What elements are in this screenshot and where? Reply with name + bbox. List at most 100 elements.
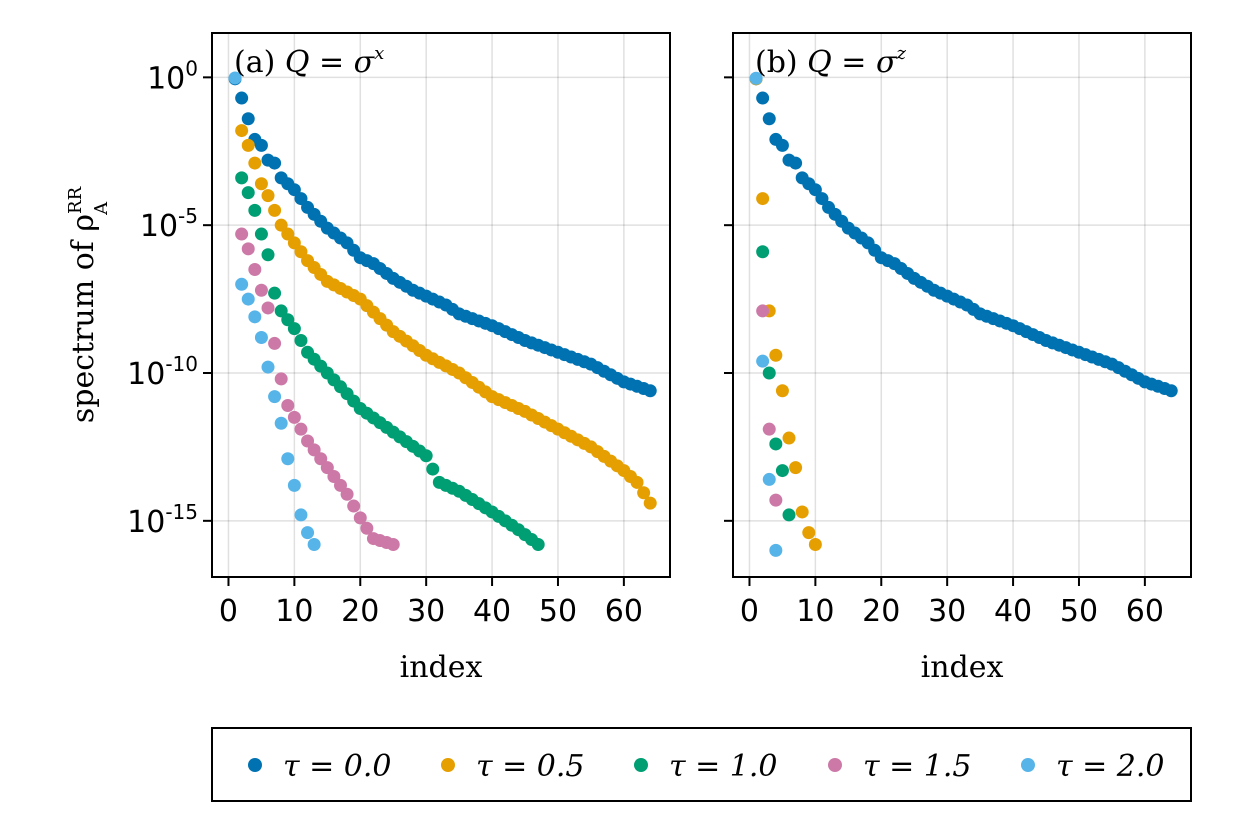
data-point xyxy=(756,304,770,318)
data-point xyxy=(274,416,288,430)
data-point xyxy=(775,138,789,152)
data-point xyxy=(281,227,295,241)
data-point xyxy=(769,348,783,362)
x-tick-label: 50 xyxy=(1060,594,1098,629)
x-axis-label-a: index xyxy=(400,650,483,685)
data-point xyxy=(287,322,301,336)
series-1.0 xyxy=(235,171,545,551)
data-point xyxy=(320,461,334,475)
data-point xyxy=(241,242,255,256)
y-tick-label: 10-10 xyxy=(127,352,198,392)
data-point xyxy=(254,283,268,297)
legend-label: τ = 0.0 xyxy=(283,749,392,784)
data-point xyxy=(274,372,288,386)
data-point xyxy=(294,422,308,436)
data-point xyxy=(789,461,803,475)
legend-label: τ = 1.0 xyxy=(669,749,778,784)
legend-item: τ = 2.0 xyxy=(1021,749,1165,784)
data-point xyxy=(808,537,822,551)
plot-frame-b xyxy=(732,32,1192,578)
data-point xyxy=(756,192,770,206)
x-tick-label: 0 xyxy=(740,594,759,629)
data-point xyxy=(340,487,354,501)
data-point xyxy=(360,521,374,535)
series-0.0 xyxy=(749,72,1178,398)
data-point xyxy=(386,537,400,551)
points-b xyxy=(749,71,1178,557)
data-point xyxy=(241,292,255,306)
legend-marker xyxy=(634,758,648,772)
data-point xyxy=(347,499,361,513)
data-point xyxy=(268,390,282,404)
data-point xyxy=(769,437,783,451)
ticks-b xyxy=(724,76,1146,586)
panel-title-b: (b) Q = σz xyxy=(755,43,906,80)
series-1.5 xyxy=(756,304,783,507)
legend-marker xyxy=(248,758,262,772)
data-point xyxy=(795,505,809,519)
x-axis-label-b: index xyxy=(921,650,1004,685)
data-point xyxy=(268,336,282,350)
data-point xyxy=(643,496,657,510)
data-point xyxy=(235,171,249,185)
panel-b: 0 10 20 30 40 50 60 (b) Q = σz index xyxy=(724,32,1192,685)
plot-frame-a xyxy=(211,32,671,578)
x-tick-label: 0 xyxy=(219,594,238,629)
data-point xyxy=(775,384,789,398)
data-point xyxy=(307,537,321,551)
series-2.0 xyxy=(749,71,783,557)
y-axis-label: spectrum of ρRR A xyxy=(65,186,112,423)
data-point xyxy=(248,203,262,217)
y-tick-label: 100 xyxy=(147,56,198,96)
data-point xyxy=(248,263,262,277)
x-tick-label: 40 xyxy=(994,594,1032,629)
data-point xyxy=(762,422,776,436)
data-point xyxy=(281,452,295,466)
data-point xyxy=(1164,384,1178,398)
data-point xyxy=(241,112,255,126)
data-point xyxy=(531,537,545,551)
data-point xyxy=(261,189,275,203)
data-point xyxy=(287,183,301,197)
data-point xyxy=(281,313,295,327)
data-point xyxy=(782,508,796,522)
data-point xyxy=(301,434,315,448)
legend-item: τ = 0.0 xyxy=(248,749,392,784)
data-point xyxy=(287,236,301,250)
grid-a xyxy=(212,33,670,577)
data-point xyxy=(815,192,829,206)
legend-label: τ = 0.5 xyxy=(476,749,585,784)
data-point xyxy=(426,462,440,476)
data-point xyxy=(248,310,262,324)
y-tick-labels-a: 100 10-5 10-10 10-15 xyxy=(127,56,198,539)
series-2.0 xyxy=(228,71,321,551)
data-point xyxy=(782,431,796,445)
data-point xyxy=(274,218,288,232)
data-point xyxy=(261,301,275,315)
data-point xyxy=(268,203,282,217)
data-point xyxy=(769,493,783,507)
grid-b xyxy=(733,33,1191,577)
panel-title-a: (a) Q = σx xyxy=(234,43,384,80)
data-point xyxy=(808,183,822,197)
data-point xyxy=(762,472,776,486)
data-point xyxy=(281,399,295,413)
data-point xyxy=(327,469,341,483)
y-tick-label: 10-5 xyxy=(140,204,198,244)
data-point xyxy=(228,71,242,85)
data-point xyxy=(762,366,776,380)
data-point xyxy=(274,304,288,318)
data-point xyxy=(353,511,367,525)
data-point xyxy=(268,156,282,170)
data-point xyxy=(254,138,268,152)
x-tick-label: 60 xyxy=(605,594,643,629)
legend-marker xyxy=(441,758,455,772)
data-point xyxy=(314,452,328,466)
legend-item: τ = 1.0 xyxy=(634,749,778,784)
data-point xyxy=(762,112,776,126)
legend-marker xyxy=(828,758,842,772)
legend-label: τ = 2.0 xyxy=(1056,749,1165,784)
data-point xyxy=(643,384,657,398)
data-point xyxy=(756,245,770,259)
series-1.5 xyxy=(235,227,400,551)
